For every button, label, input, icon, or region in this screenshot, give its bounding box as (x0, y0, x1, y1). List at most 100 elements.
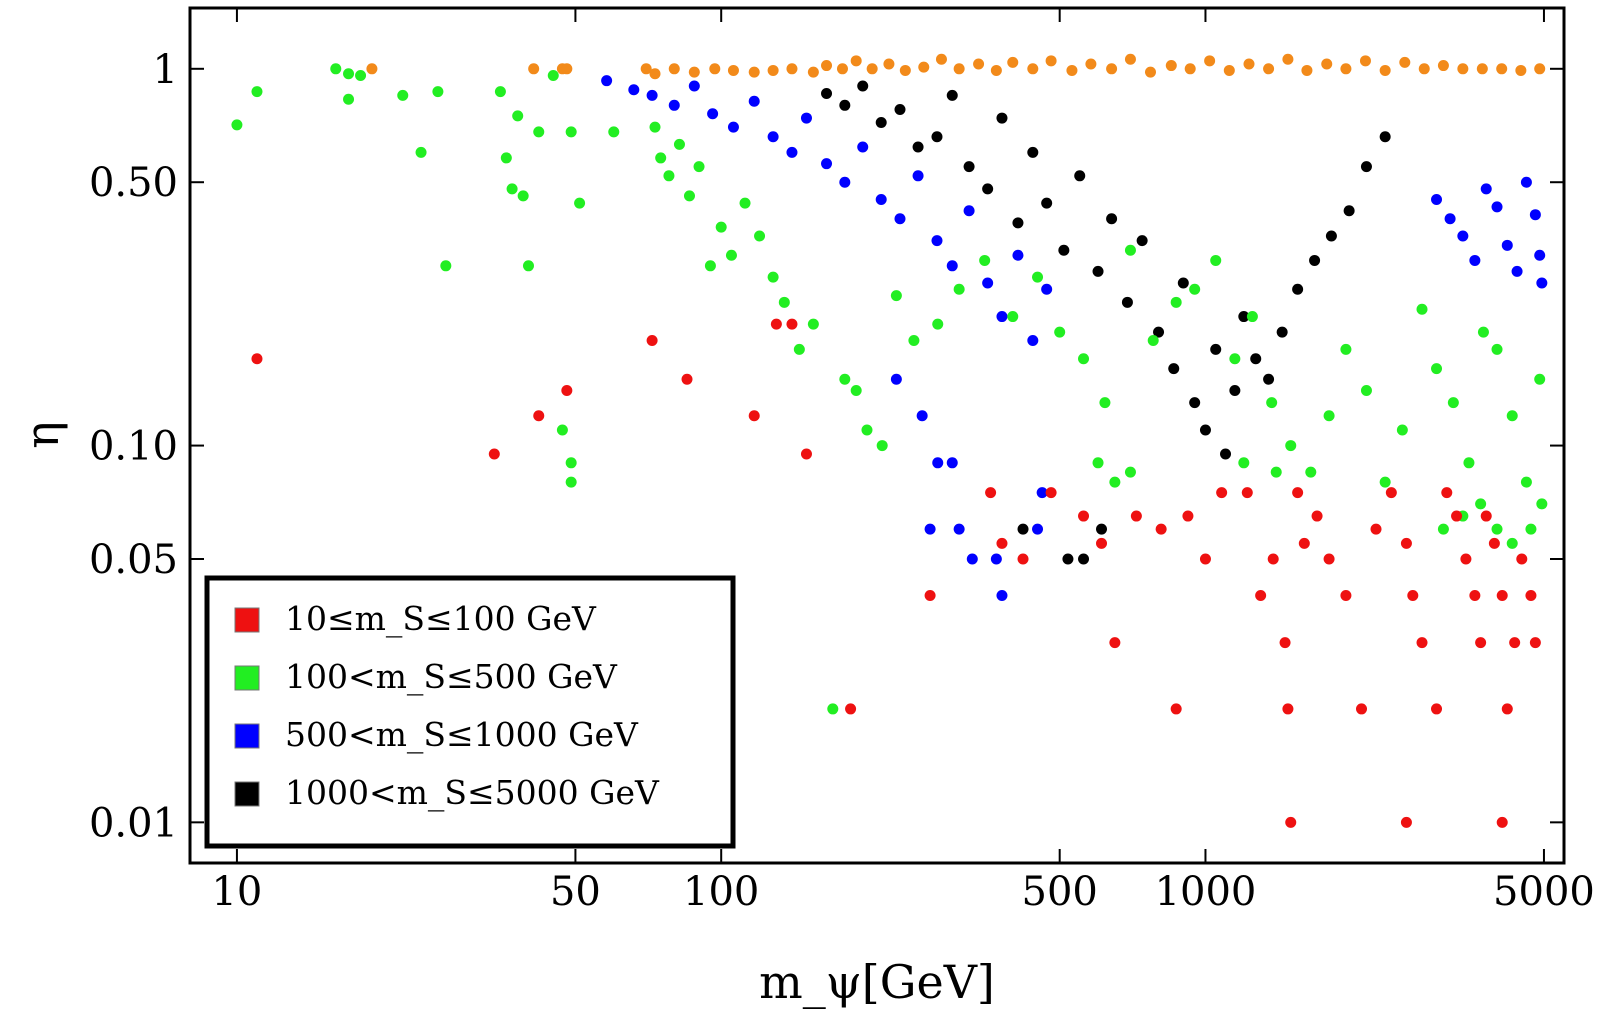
point-blue (932, 457, 944, 469)
point-green (1536, 498, 1548, 510)
point-black (1121, 296, 1133, 308)
point-blue (1536, 277, 1548, 289)
point-green (547, 69, 559, 81)
point-orange (899, 64, 911, 76)
x-tick-label: 500 (1022, 869, 1098, 915)
series-green (231, 63, 1548, 715)
point-red (1182, 510, 1194, 522)
point-red (924, 590, 936, 602)
point-green (355, 69, 367, 81)
point-black (1189, 397, 1201, 409)
point-green (827, 703, 839, 715)
legend-label-black: 1000<m_S≤5000 GeV (285, 773, 660, 813)
point-green (1525, 523, 1537, 535)
point-green (574, 197, 586, 209)
point-blue (1480, 183, 1492, 195)
point-red (1460, 553, 1472, 565)
point-green (1099, 397, 1111, 409)
legend-label-red: 10≤m_S≤100 GeV (285, 599, 597, 639)
x-tick-label: 1000 (1155, 869, 1257, 915)
point-green (1506, 537, 1518, 549)
point-green (1210, 254, 1222, 266)
point-blue (966, 553, 978, 565)
point-red (1416, 637, 1428, 649)
point-red (1267, 553, 1279, 565)
point-orange (1243, 58, 1255, 70)
point-black (1210, 343, 1222, 355)
point-black (912, 141, 924, 153)
point-black (982, 183, 994, 195)
point-blue (839, 176, 851, 188)
point-red (1078, 510, 1090, 522)
point-green (1124, 466, 1136, 478)
legend-label-green: 100<m_S≤500 GeV (285, 657, 618, 697)
point-green (608, 126, 620, 138)
point-black (894, 103, 906, 115)
point-green (1463, 457, 1475, 469)
point-black (1092, 265, 1104, 277)
point-green (953, 283, 965, 295)
point-blue (1520, 176, 1532, 188)
point-green (556, 424, 568, 436)
point-red (1285, 816, 1297, 828)
legend-swatch-blue (234, 723, 260, 749)
point-green (565, 457, 577, 469)
point-green (1447, 397, 1459, 409)
point-green (565, 476, 577, 488)
point-red (1130, 510, 1142, 522)
point-green (1007, 311, 1019, 323)
x-tick-label: 100 (683, 869, 759, 915)
point-red (1400, 537, 1412, 549)
point-black (1220, 448, 1232, 460)
y-tick-label: 0.50 (89, 160, 178, 206)
point-green (739, 197, 751, 209)
point-green (1147, 335, 1159, 347)
point-orange (1418, 63, 1430, 75)
point-red (1096, 537, 1108, 549)
point-red (1475, 637, 1487, 649)
point-green (793, 343, 805, 355)
point-red (985, 487, 997, 499)
point-orange (836, 63, 848, 75)
point-green (517, 190, 529, 202)
point-red (1451, 510, 1463, 522)
point-blue (875, 193, 887, 205)
point-blue (890, 373, 902, 385)
point-blue (1041, 283, 1053, 295)
point-orange (1204, 55, 1216, 67)
x-tick-label: 10 (211, 869, 262, 915)
point-blue (800, 112, 812, 124)
point-black (1250, 353, 1262, 365)
point-red (1109, 637, 1121, 649)
point-green (1109, 476, 1121, 488)
legend: 10≤m_S≤100 GeV 100<m_S≤500 GeV 500<m_S≤100… (204, 575, 736, 849)
point-red (1488, 537, 1500, 549)
point-black (1078, 553, 1090, 565)
point-black (1096, 523, 1108, 535)
point-blue (628, 84, 640, 96)
point-orange (561, 63, 573, 75)
point-green (767, 271, 779, 283)
point-red (488, 448, 500, 460)
point-green (715, 221, 727, 233)
point-red (1385, 487, 1397, 499)
point-red (251, 353, 263, 365)
point-orange (807, 66, 819, 78)
point-orange (1476, 63, 1488, 75)
point-orange (528, 63, 540, 75)
point-blue (1457, 230, 1469, 242)
point-orange (850, 55, 862, 67)
point-green (932, 318, 944, 330)
point-red (681, 373, 693, 385)
point-green (1270, 466, 1282, 478)
point-black (1058, 244, 1070, 256)
y-tick-labels: 0.01 0.05 0.10 0.50 1 (89, 47, 178, 847)
point-green (432, 86, 444, 98)
point-green (1285, 440, 1297, 452)
point-blue (982, 277, 994, 289)
point-red (786, 318, 798, 330)
point-blue (1534, 249, 1546, 261)
point-orange (1496, 63, 1508, 75)
point-blue (1491, 201, 1503, 213)
point-black (963, 161, 975, 173)
